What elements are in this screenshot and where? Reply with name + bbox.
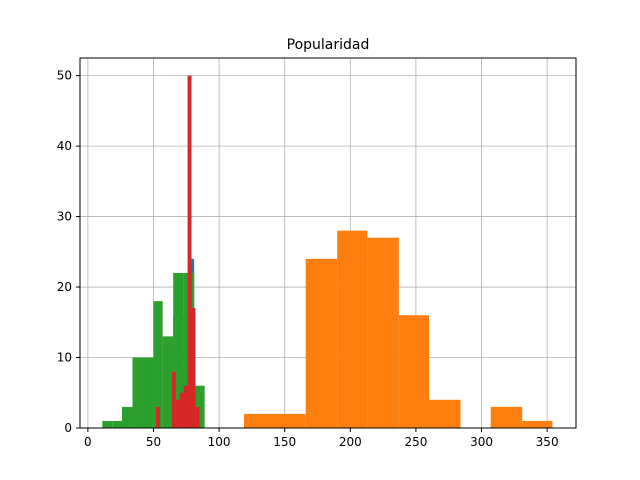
histogram-bar-series-4-bin-1 <box>156 406 161 428</box>
histogram-bar-series-2-bin-5 <box>367 237 399 428</box>
histogram-bar-series-4-bin-6 <box>175 399 180 428</box>
histogram-bar-series-4-bin-11 <box>195 406 200 428</box>
y-tick-label: 50 <box>57 69 72 83</box>
histogram-bar-series-2-bin-9 <box>490 406 523 428</box>
x-tick-label: 0 <box>84 435 92 449</box>
bars <box>102 75 553 428</box>
histogram-bar-series-2-bin-6 <box>398 315 430 428</box>
plot-frame <box>79 57 577 429</box>
histogram-bar-series-3-bin-3 <box>121 406 133 428</box>
x-tick-label: 150 <box>273 435 296 449</box>
x-tick-label: 100 <box>208 435 231 449</box>
histogram-bar-series-2-bin-2 <box>275 413 306 428</box>
histogram-bar-series-4-bin-5 <box>171 371 176 428</box>
histogram-bar-series-2-bin-3 <box>305 258 338 428</box>
y-tick-label: 20 <box>57 280 72 294</box>
histogram-bar-series-3-bin-8 <box>173 272 184 428</box>
y-tick-label: 10 <box>57 351 72 365</box>
histogram-bar-series-3-bin-7 <box>162 336 174 428</box>
histogram-bar-series-2-bin-7 <box>429 399 461 428</box>
histogram-bar-series-4-bin-9 <box>187 75 192 428</box>
y-tick-label: 30 <box>57 210 72 224</box>
histogram-bar-series-4-bin-8 <box>183 385 188 428</box>
histogram-bar-series-3-bin-4 <box>132 357 143 428</box>
histogram-bar-series-3-bin-2 <box>112 420 122 428</box>
x-axis: 0 50 100 150 200 250 300 350 <box>84 428 559 449</box>
x-tick-label: 350 <box>536 435 559 449</box>
histogram-bar-series-3-bin-1 <box>102 420 113 428</box>
x-tick-label: 50 <box>146 435 161 449</box>
histogram-bar-series-4-bin-7 <box>179 392 184 428</box>
histogram-bar-series-2-bin-4 <box>337 230 368 428</box>
x-tick-label: 250 <box>404 435 427 449</box>
histogram-bar-series-3-bin-6 <box>153 301 163 428</box>
chart-title: Popularidad <box>287 37 370 53</box>
x-tick-label: 200 <box>339 435 362 449</box>
y-tick-label: 40 <box>57 139 72 153</box>
histogram-bar-series-2-bin-10 <box>522 420 553 428</box>
histogram-bar-series-2-bin-1 <box>244 413 276 428</box>
y-tick-label: 0 <box>64 421 72 435</box>
x-tick-label: 300 <box>470 435 493 449</box>
y-axis: 0 10 20 30 40 50 <box>57 69 80 435</box>
histogram-bar-series-4-bin-10 <box>191 308 196 428</box>
histogram-bar-series-3-bin-5 <box>142 357 154 428</box>
